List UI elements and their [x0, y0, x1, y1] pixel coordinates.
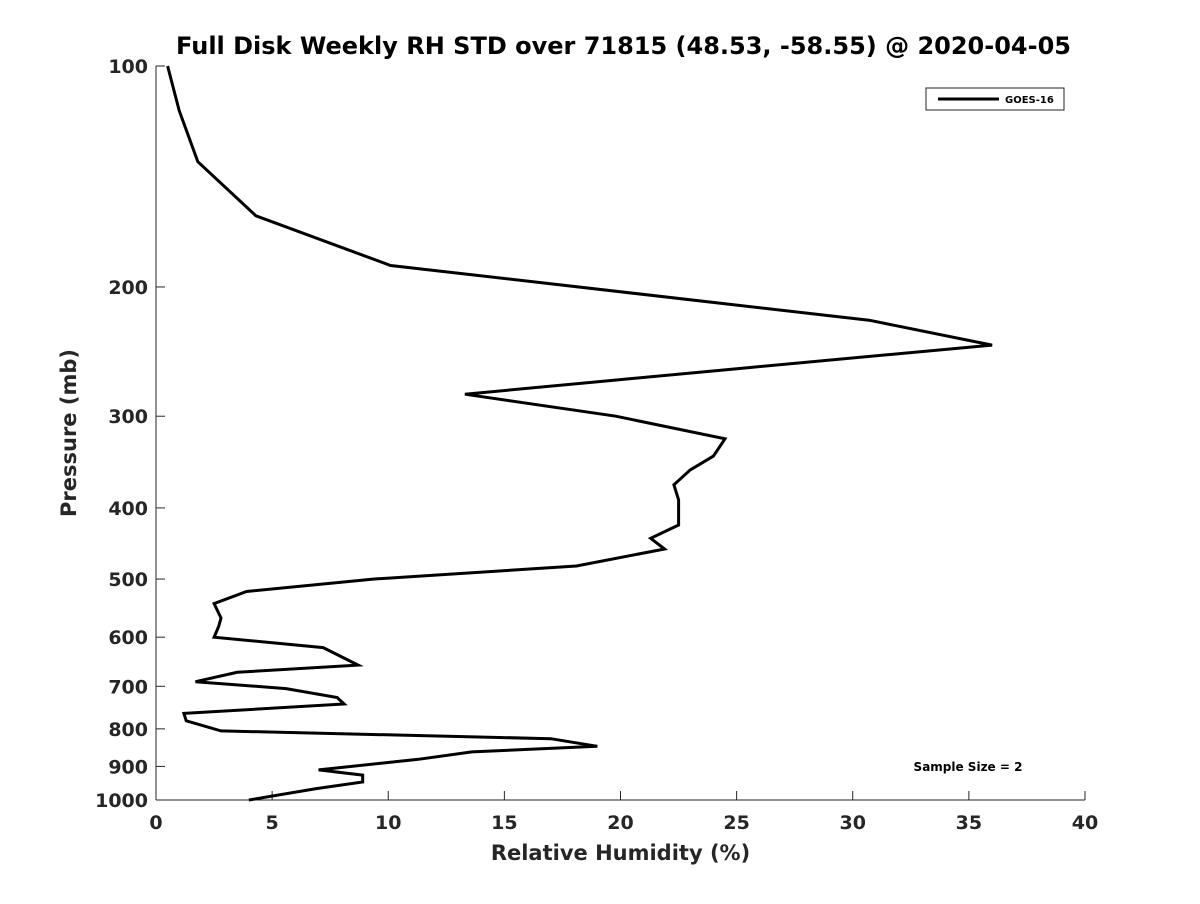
x-tick-label: 15 — [491, 812, 517, 834]
sample-size-annotation: Sample Size = 2 — [914, 760, 1023, 774]
x-axis-ticks: 0 5 10 15 20 25 30 35 40 — [149, 791, 1098, 834]
y-tick-label: 500 — [108, 569, 148, 591]
y-tick-label: 800 — [108, 719, 148, 741]
x-tick-label: 5 — [266, 812, 279, 834]
legend: GOES-16 — [925, 87, 1065, 111]
x-tick-label: 20 — [607, 812, 633, 834]
y-tick-label: 300 — [108, 406, 148, 428]
x-tick-label: 40 — [1072, 812, 1098, 834]
x-tick-label: 35 — [956, 812, 982, 834]
y-tick-label: 200 — [108, 277, 148, 299]
y-tick-label: 1000 — [95, 790, 148, 812]
y-tick-label: 400 — [108, 498, 148, 520]
y-tick-label: 100 — [108, 56, 148, 78]
y-tick-label: 600 — [108, 627, 148, 649]
plot-area: 0 5 10 15 20 25 30 35 40 100 200 300 400 500 600 700 80… — [95, 56, 1098, 834]
y-axis-ticks: 100 200 300 400 500 600 700 800 900 1000 — [95, 56, 165, 812]
data-series — [166, 65, 993, 802]
x-tick-label: 10 — [375, 812, 401, 834]
x-tick-label: 0 — [149, 812, 162, 834]
chart-title: Full Disk Weekly RH STD over 71815 (48.5… — [176, 32, 1071, 60]
series-line-goes-16 — [166, 65, 993, 802]
y-tick-label: 900 — [108, 756, 148, 778]
x-axis-label: Relative Humidity (%) — [491, 841, 750, 865]
y-tick-label: 700 — [108, 676, 148, 698]
legend-entry-goes-16: GOES-16 — [1005, 95, 1054, 106]
x-tick-label: 30 — [840, 812, 866, 834]
y-axis-label: Pressure (mb) — [57, 349, 81, 517]
x-tick-label: 25 — [723, 812, 749, 834]
